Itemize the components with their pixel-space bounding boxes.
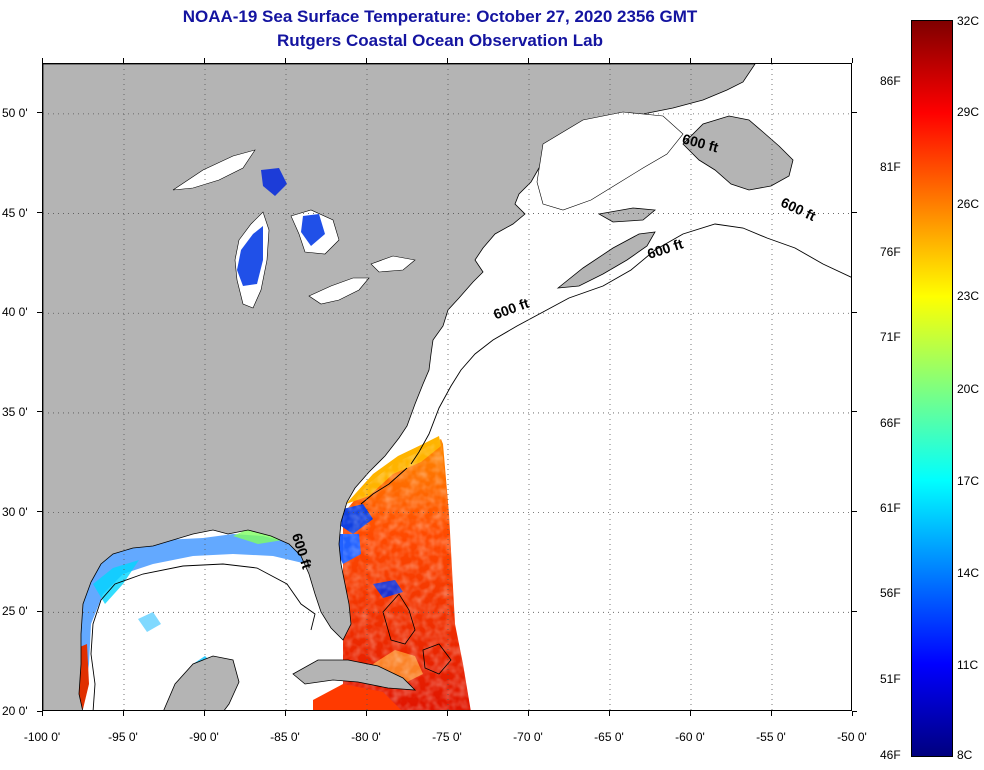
fahrenheit-scale-label: 51F — [880, 671, 901, 686]
great-lakes — [172, 149, 416, 309]
longitude-tick — [446, 711, 448, 716]
celsius-scale-label: 26C — [957, 197, 980, 212]
bahamas-bank — [382, 593, 452, 675]
longitude-tick — [689, 711, 691, 716]
fahrenheit-scale-label: 76F — [880, 245, 901, 260]
longitude-tick — [770, 58, 772, 63]
latitude-tick — [37, 710, 42, 712]
latitude-tick — [37, 212, 42, 214]
latitude-tick-label: 40 0' — [2, 305, 28, 320]
latitude-tick — [37, 311, 42, 313]
longitude-tick-label: -90 0' — [189, 730, 219, 744]
longitude-tick-label: -50 0' — [837, 730, 867, 744]
longitude-tick — [527, 711, 529, 716]
latitude-tick — [37, 610, 42, 612]
celsius-scale-label: 17C — [957, 473, 980, 488]
map-title: NOAA-19 Sea Surface Temperature: October… — [182, 7, 698, 26]
fahrenheit-scale-label: 46F — [880, 748, 901, 762]
longitude-tick — [122, 711, 124, 716]
latitude-tick — [852, 610, 857, 612]
celsius-scale-label: 14C — [957, 565, 980, 580]
longitude-tick — [203, 58, 205, 63]
latitude-tick — [37, 112, 42, 114]
longitude-tick — [41, 711, 43, 716]
land-mass — [43, 64, 794, 710]
latitude-tick — [37, 411, 42, 413]
atlantic-sst-swath — [337, 436, 471, 710]
fahrenheit-scale-label: 61F — [880, 500, 901, 515]
celsius-scale-label: 8C — [957, 748, 973, 762]
temperature-colorbar — [911, 20, 953, 757]
latitude-tick — [37, 511, 42, 513]
longitude-tick — [527, 58, 529, 63]
latitude-tick-label: 35 0' — [2, 404, 28, 419]
latitude-tick-label: 45 0' — [2, 205, 28, 220]
latitude-tick-label: 30 0' — [2, 504, 28, 519]
longitude-tick — [770, 711, 772, 716]
latitude-tick — [852, 710, 857, 712]
gulf-of-st-lawrence — [536, 111, 684, 211]
graticule-grid — [43, 64, 851, 710]
longitude-tick-label: -65 0' — [594, 730, 624, 744]
lake-superior-sst — [261, 168, 287, 196]
latitude-tick-label: 20 0' — [2, 704, 28, 718]
longitude-tick — [608, 711, 610, 716]
longitude-tick-label: -95 0' — [108, 730, 138, 744]
longitude-tick — [122, 58, 124, 63]
longitude-tick-label: -100 0' — [23, 730, 61, 744]
latitude-tick — [852, 411, 857, 413]
latitude-tick — [852, 212, 857, 214]
celsius-scale-label: 32C — [957, 14, 980, 28]
lake-huron-sst — [301, 214, 325, 246]
longitude-tick — [203, 711, 205, 716]
longitude-tick-label: -80 0' — [351, 730, 381, 744]
longitude-tick — [851, 711, 853, 716]
celsius-scale-label: 29C — [957, 105, 980, 120]
longitude-tick-label: -85 0' — [270, 730, 300, 744]
longitude-tick — [608, 58, 610, 63]
map-subtitle: Rutgers Coastal Ocean Observation Lab — [277, 31, 603, 50]
latitude-tick-label: 25 0' — [2, 604, 28, 619]
latitude-tick — [852, 511, 857, 513]
longitude-tick — [284, 58, 286, 63]
celsius-scale-label: 20C — [957, 381, 980, 396]
longitude-tick — [365, 58, 367, 63]
longitude-tick-label: -75 0' — [432, 730, 462, 744]
latitude-tick-label: 50 0' — [2, 105, 28, 120]
latitude-tick — [852, 311, 857, 313]
fahrenheit-scale-label: 66F — [880, 415, 901, 430]
celsius-scale-label: 11C — [957, 657, 979, 672]
longitude-tick — [284, 711, 286, 716]
fahrenheit-scale-label: 56F — [880, 586, 901, 601]
lake-ontario — [370, 255, 416, 273]
longitude-tick — [41, 58, 43, 63]
lake-erie — [308, 277, 370, 305]
sst-map: 600 ft 600 ft 600 ft 600 ft 600 ft — [42, 63, 852, 711]
longitude-tick — [851, 58, 853, 63]
fahrenheit-scale-label: 86F — [880, 74, 901, 89]
longitude-tick — [365, 711, 367, 716]
lake-michigan-sst — [237, 226, 263, 286]
longitude-tick-label: -55 0' — [756, 730, 786, 744]
fahrenheit-scale-label: 71F — [880, 330, 901, 345]
fahrenheit-scale-label: 81F — [880, 159, 901, 174]
caribbean-sst — [313, 684, 401, 710]
lake-superior — [172, 149, 256, 191]
latitude-tick — [852, 112, 857, 114]
longitude-tick — [689, 58, 691, 63]
longitude-tick-label: -60 0' — [675, 730, 705, 744]
longitude-tick-label: -70 0' — [513, 730, 543, 744]
celsius-scale-label: 23C — [957, 289, 980, 304]
longitude-tick — [446, 58, 448, 63]
